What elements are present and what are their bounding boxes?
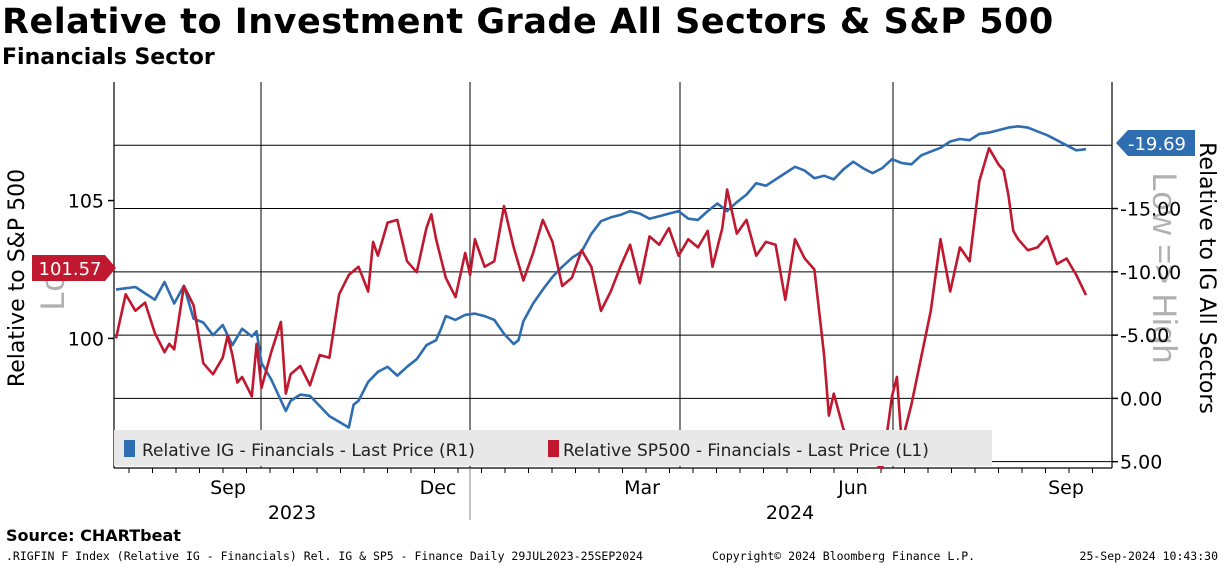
legend-entry-ig: Relative IG - Financials - Last Price (R… <box>142 441 475 461</box>
left-tick-label: 100 <box>68 328 104 350</box>
right-tick-label: 5.00 <box>1120 452 1162 474</box>
line-chart: Log Low => High 105100-15.00-10.00-5.000… <box>5 82 1219 520</box>
right-tick-label: -10.00 <box>1120 262 1181 284</box>
left-current-value: 101.57 <box>39 259 102 280</box>
x-month-label: Sep <box>1048 477 1084 499</box>
timestamp: 25-Sep-2024 10:43:30 <box>1079 549 1218 563</box>
x-month-label: Jun <box>837 477 868 499</box>
axes <box>113 82 1113 469</box>
source-label: Source: CHARTbeat <box>6 526 181 545</box>
tick-labels: 105 100 -15.00 -10.00 -5.00 0.00 5.00 Sep Dec Mar… <box>68 191 1181 520</box>
legend-swatch-ig <box>124 440 135 457</box>
ig-series-line <box>115 125 1087 429</box>
legend-swatch-sp500 <box>548 440 559 457</box>
right-current-value-tag: -19.69 <box>1116 130 1195 156</box>
x-month-label: Mar <box>624 477 660 499</box>
legend: Relative IG - Financials - Last Price (R… <box>114 430 992 466</box>
x-year-label: 2023 <box>268 502 316 520</box>
legend-entry-sp500: Relative SP500 - Financials - Last Price… <box>563 441 929 461</box>
series-lines <box>114 125 1088 470</box>
right-axis-label: Relative to IG All Sectors <box>1194 142 1219 414</box>
left-axis-label: Relative to S&P 500 <box>5 169 30 387</box>
left-current-value-tag: 101.57 <box>32 255 116 281</box>
right-tick-label: -15.00 <box>1120 199 1181 221</box>
index-info: .RIGFIN F Index (Relative IG - Financial… <box>6 549 643 563</box>
right-tick-label: 0.00 <box>1120 388 1162 410</box>
copyright: Copyright© 2024 Bloomberg Finance L.P. <box>712 549 976 563</box>
left-tick-label: 105 <box>68 191 104 213</box>
sp500-series-line <box>114 146 1088 470</box>
x-year-label: 2024 <box>766 502 814 520</box>
chart-title: Relative to Investment Grade All Sectors… <box>2 2 1054 42</box>
x-month-label: Sep <box>210 477 246 499</box>
right-tick-label: -5.00 <box>1120 325 1169 347</box>
right-current-value: -19.69 <box>1128 134 1186 155</box>
x-month-label: Dec <box>420 477 457 499</box>
chart-subtitle: Financials Sector <box>2 45 215 70</box>
right-axis-watermark: Low => High <box>1145 173 1183 364</box>
